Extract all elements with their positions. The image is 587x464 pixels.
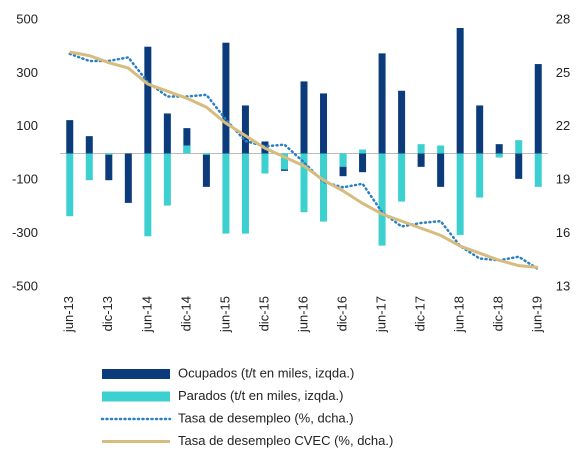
legend-swatch [102, 391, 170, 402]
bar [300, 153, 308, 213]
x-tick-label: jun-13 [61, 296, 76, 333]
legend-swatch [102, 369, 170, 379]
bar [476, 153, 484, 198]
y-tick-label: 300 [16, 65, 38, 80]
bar [495, 153, 503, 158]
bar [105, 153, 113, 155]
bar [359, 153, 367, 173]
y2-tick-label: 28 [556, 11, 570, 26]
x-tick-label: dic-16 [334, 296, 349, 331]
x-tick-label: jun-14 [139, 296, 154, 333]
bar [398, 153, 406, 202]
legend-label: Tasa de desempleo (%, dcha.) [178, 410, 354, 425]
x-tick-label: dic-15 [256, 296, 271, 331]
bar [183, 128, 191, 154]
bar [378, 53, 386, 154]
bar [280, 153, 288, 170]
bar [202, 153, 210, 187]
y-tick-label: -300 [12, 225, 38, 240]
y2-tick-label: 19 [556, 172, 570, 187]
y2-tick-label: 25 [556, 65, 570, 80]
y2-tick-label: 22 [556, 118, 570, 133]
legend-label: Tasa de desempleo CVEC (%, dcha.) [178, 433, 393, 448]
x-tick-label: jun-17 [374, 296, 389, 333]
bar [202, 153, 210, 155]
bar [515, 140, 523, 154]
x-tick-label: dic-18 [491, 296, 506, 331]
bar [85, 153, 93, 181]
legend-label: Ocupados (t/t en miles, izqda.) [178, 365, 354, 380]
bar [144, 46, 152, 154]
bar [359, 149, 367, 154]
bar [417, 153, 425, 167]
bar [417, 144, 425, 154]
bar [320, 153, 328, 222]
x-tick-label: dic-17 [413, 296, 428, 331]
x-tick-label: jun-18 [452, 296, 467, 333]
bar [66, 120, 74, 154]
y2-tick-label: 13 [556, 278, 570, 293]
bar [515, 153, 523, 179]
x-tick-label: jun-19 [530, 296, 545, 333]
line [69, 50, 539, 269]
bar [124, 153, 132, 203]
bar [163, 153, 171, 206]
bar [495, 144, 503, 154]
x-tick-label: jun-15 [217, 296, 232, 333]
y-tick-label: -100 [12, 172, 38, 187]
bar [222, 153, 230, 234]
bar [398, 90, 406, 154]
y2-tick-label: 16 [556, 225, 570, 240]
bar [456, 153, 464, 235]
bar [105, 153, 113, 181]
bar [183, 145, 191, 154]
bar [241, 153, 249, 234]
x-tick-label: dic-14 [178, 296, 193, 331]
x-tick-label: jun-16 [295, 296, 310, 333]
bar [534, 153, 542, 187]
y-tick-label: -500 [12, 278, 38, 293]
bar [534, 64, 542, 154]
bar [300, 81, 308, 154]
bar [85, 136, 93, 154]
bar [222, 42, 230, 154]
bar [163, 113, 171, 154]
bar [476, 105, 484, 154]
y-tick-label: 100 [16, 118, 38, 133]
bar [241, 105, 249, 154]
bar [320, 93, 328, 154]
bar [378, 153, 386, 246]
bar [437, 145, 445, 154]
bar [261, 153, 269, 174]
y-tick-label: 500 [16, 11, 38, 26]
bar [456, 28, 464, 154]
bar [66, 153, 74, 217]
legend-label: Parados (t/t en miles, izqda.) [178, 388, 343, 403]
bar [437, 153, 445, 187]
bar [339, 153, 347, 167]
bar [144, 153, 152, 237]
x-tick-label: dic-13 [100, 296, 115, 331]
